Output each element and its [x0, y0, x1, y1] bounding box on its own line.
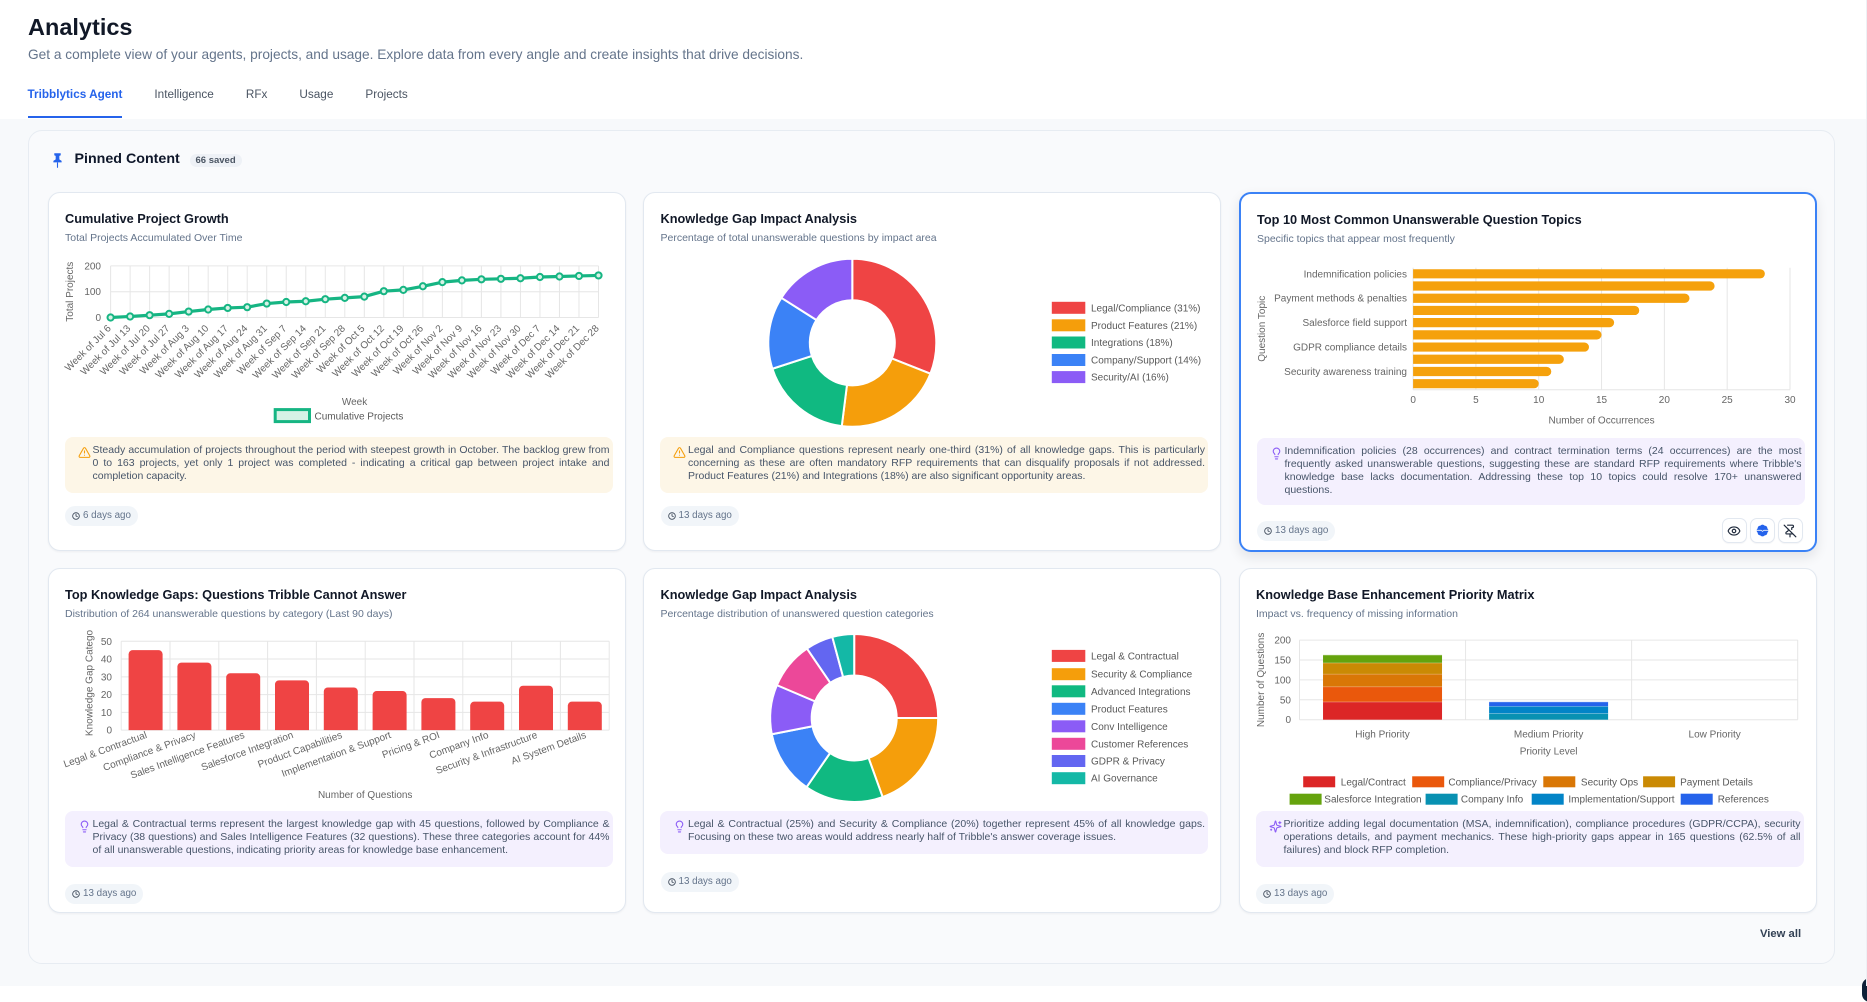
- svg-text:Number of Questions: Number of Questions: [317, 790, 412, 801]
- svg-text:30: 30: [1784, 395, 1796, 406]
- svg-text:Security & Compliance: Security & Compliance: [1091, 669, 1193, 680]
- svg-text:Question Topic: Question Topic: [1257, 296, 1268, 362]
- svg-text:200: 200: [84, 261, 101, 272]
- svg-text:Security Ops: Security Ops: [1580, 777, 1637, 788]
- svg-text:Priority Level: Priority Level: [1519, 746, 1577, 757]
- svg-text:Payment Details: Payment Details: [1680, 777, 1753, 788]
- svg-text:Knowledge Gap Catego: Knowledge Gap Catego: [84, 629, 95, 736]
- svg-text:Integrations (18%): Integrations (18%): [1091, 338, 1173, 349]
- svg-text:Number of Occurrences: Number of Occurrences: [1548, 416, 1654, 427]
- svg-text:100: 100: [1274, 675, 1291, 686]
- svg-text:Legal/Contract: Legal/Contract: [1340, 777, 1405, 788]
- svg-text:5: 5: [1473, 395, 1479, 406]
- svg-text:Implementation/Support: Implementation/Support: [1568, 794, 1674, 805]
- svg-text:50: 50: [100, 636, 112, 647]
- svg-text:Company Info: Company Info: [1460, 794, 1523, 805]
- svg-text:Indemnification policies: Indemnification policies: [1303, 269, 1406, 280]
- svg-text:Payment methods & penalties: Payment methods & penalties: [1274, 294, 1407, 305]
- svg-text:Total Projects: Total Projects: [65, 262, 76, 322]
- svg-text:150: 150: [1274, 655, 1291, 666]
- svg-text:0: 0: [106, 725, 112, 736]
- svg-text:Advanced Integrations: Advanced Integrations: [1091, 686, 1191, 697]
- svg-text:30: 30: [100, 672, 112, 683]
- svg-text:20: 20: [1658, 395, 1670, 406]
- svg-text:Legal/Compliance (31%): Legal/Compliance (31%): [1091, 303, 1201, 314]
- svg-text:100: 100: [84, 287, 101, 298]
- svg-text:40: 40: [100, 654, 112, 665]
- svg-text:Security/AI (16%): Security/AI (16%): [1091, 373, 1169, 384]
- svg-text:10: 10: [100, 707, 112, 718]
- svg-text:GDPR & Privacy: GDPR & Privacy: [1091, 756, 1165, 767]
- svg-text:Week: Week: [341, 397, 367, 408]
- svg-text:GDPR compliance details: GDPR compliance details: [1293, 343, 1407, 354]
- svg-text:Medium Priority: Medium Priority: [1513, 729, 1582, 740]
- svg-text:Salesforce Integration: Salesforce Integration: [1324, 794, 1421, 805]
- svg-text:Compliance/Privacy: Compliance/Privacy: [1448, 777, 1536, 788]
- svg-text:Customer References: Customer References: [1091, 739, 1188, 750]
- svg-text:High Priority: High Priority: [1355, 729, 1409, 740]
- svg-text:Company/Support (14%): Company/Support (14%): [1091, 356, 1201, 367]
- svg-text:10: 10: [1533, 395, 1545, 406]
- svg-text:25: 25: [1721, 395, 1733, 406]
- svg-text:Legal & Contractual: Legal & Contractual: [1091, 651, 1179, 662]
- svg-text:15: 15: [1595, 395, 1607, 406]
- svg-text:0: 0: [1285, 715, 1291, 726]
- svg-text:Product Features: Product Features: [1091, 704, 1168, 715]
- svg-text:50: 50: [1279, 695, 1291, 706]
- svg-text:0: 0: [95, 313, 101, 324]
- svg-text:20: 20: [100, 690, 112, 701]
- svg-text:Salesforce field support: Salesforce field support: [1302, 318, 1407, 329]
- svg-text:200: 200: [1274, 635, 1291, 646]
- svg-text:Low Priority: Low Priority: [1688, 729, 1740, 740]
- svg-text:0: 0: [1410, 395, 1416, 406]
- svg-text:Cumulative Projects: Cumulative Projects: [314, 411, 403, 422]
- svg-text:Number of Questions: Number of Questions: [1256, 632, 1267, 727]
- svg-text:AI Governance: AI Governance: [1091, 773, 1158, 784]
- svg-text:Product Features (21%): Product Features (21%): [1091, 321, 1197, 332]
- svg-text:Conv Intelligence: Conv Intelligence: [1091, 721, 1168, 732]
- svg-text:Security awareness training: Security awareness training: [1284, 367, 1407, 378]
- svg-text:References: References: [1717, 794, 1768, 805]
